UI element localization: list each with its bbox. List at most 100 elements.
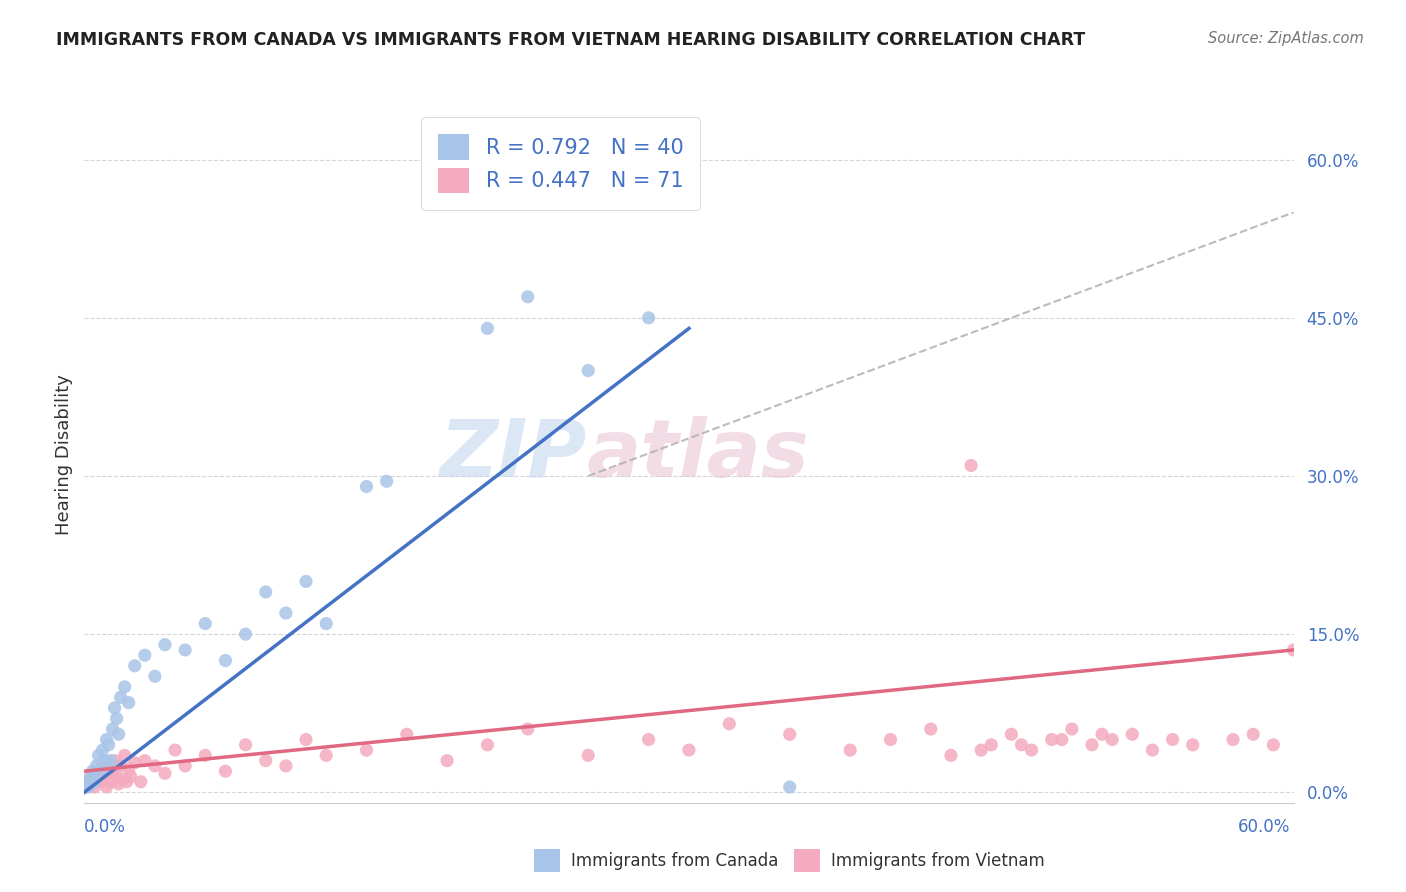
Text: 60.0%: 60.0% bbox=[1239, 818, 1291, 836]
Point bbox=[174, 759, 197, 773]
Point bbox=[114, 748, 136, 763]
Point bbox=[315, 748, 337, 763]
Point bbox=[1081, 738, 1104, 752]
Point bbox=[1142, 743, 1164, 757]
Point bbox=[143, 759, 166, 773]
Point bbox=[111, 772, 134, 787]
Text: atlas: atlas bbox=[586, 416, 808, 494]
Point bbox=[637, 732, 659, 747]
Point bbox=[879, 732, 901, 747]
Point bbox=[477, 738, 499, 752]
Point bbox=[77, 780, 100, 794]
Point bbox=[124, 756, 146, 770]
Point bbox=[274, 606, 297, 620]
Point bbox=[97, 738, 120, 752]
Point bbox=[1121, 727, 1143, 741]
Point bbox=[678, 127, 700, 141]
Point bbox=[104, 701, 127, 715]
Point bbox=[295, 574, 318, 589]
Point bbox=[1050, 732, 1073, 747]
Point bbox=[115, 774, 138, 789]
Point bbox=[104, 754, 127, 768]
Point bbox=[93, 769, 115, 783]
Point bbox=[194, 748, 217, 763]
Text: Source: ZipAtlas.com: Source: ZipAtlas.com bbox=[1208, 31, 1364, 46]
Point bbox=[254, 585, 277, 599]
Point bbox=[356, 479, 378, 493]
Point bbox=[375, 475, 398, 489]
Point bbox=[194, 616, 217, 631]
Text: Immigrants from Canada: Immigrants from Canada bbox=[571, 852, 778, 870]
Point bbox=[153, 766, 176, 780]
Point bbox=[516, 722, 538, 736]
Point bbox=[93, 754, 115, 768]
Point bbox=[110, 690, 132, 705]
Point bbox=[1282, 643, 1305, 657]
Point bbox=[96, 732, 118, 747]
Point bbox=[980, 738, 1002, 752]
Point bbox=[87, 748, 110, 763]
Point bbox=[174, 643, 197, 657]
Point bbox=[82, 769, 104, 783]
Point bbox=[1010, 738, 1032, 752]
Point bbox=[75, 774, 97, 789]
Point bbox=[118, 696, 141, 710]
Point bbox=[637, 310, 659, 325]
Point bbox=[89, 774, 111, 789]
Point bbox=[1161, 732, 1184, 747]
Point bbox=[134, 754, 156, 768]
Point bbox=[83, 780, 105, 794]
Point bbox=[107, 777, 129, 791]
Point bbox=[295, 732, 318, 747]
Point bbox=[395, 727, 418, 741]
Point bbox=[91, 759, 114, 773]
Point bbox=[315, 616, 337, 631]
Point bbox=[89, 764, 111, 779]
Point bbox=[678, 743, 700, 757]
Legend: R = 0.792   N = 40, R = 0.447   N = 71: R = 0.792 N = 40, R = 0.447 N = 71 bbox=[422, 118, 700, 210]
Point bbox=[124, 658, 146, 673]
Point bbox=[779, 727, 801, 741]
Point bbox=[110, 759, 132, 773]
Point bbox=[1181, 738, 1204, 752]
Point bbox=[516, 290, 538, 304]
Point bbox=[939, 748, 962, 763]
Point bbox=[920, 722, 942, 736]
Point bbox=[105, 769, 128, 783]
Point bbox=[120, 769, 142, 783]
Point bbox=[477, 321, 499, 335]
Point bbox=[165, 743, 187, 757]
Point bbox=[107, 727, 129, 741]
Point bbox=[214, 764, 236, 779]
Point bbox=[101, 722, 124, 736]
Point bbox=[576, 748, 599, 763]
Point bbox=[235, 738, 257, 752]
Point bbox=[1263, 738, 1285, 752]
Point bbox=[718, 716, 741, 731]
Point bbox=[235, 627, 257, 641]
Point bbox=[153, 638, 176, 652]
Point bbox=[87, 764, 110, 779]
Point bbox=[134, 648, 156, 663]
Point bbox=[839, 743, 862, 757]
Point bbox=[86, 759, 108, 773]
Point bbox=[105, 711, 128, 725]
Point bbox=[100, 754, 122, 768]
Point bbox=[1000, 727, 1022, 741]
Point bbox=[254, 754, 277, 768]
Point bbox=[970, 743, 993, 757]
Point bbox=[100, 774, 122, 789]
Point bbox=[436, 754, 458, 768]
Point bbox=[1091, 727, 1114, 741]
Point bbox=[1222, 732, 1244, 747]
Point bbox=[960, 458, 983, 473]
Point bbox=[1060, 722, 1083, 736]
Point bbox=[118, 762, 141, 776]
Point bbox=[1241, 727, 1264, 741]
Point bbox=[77, 774, 100, 789]
Point bbox=[101, 766, 124, 780]
Text: 0.0%: 0.0% bbox=[84, 818, 127, 836]
Point bbox=[129, 774, 152, 789]
Point bbox=[1040, 732, 1063, 747]
Point bbox=[86, 772, 108, 787]
